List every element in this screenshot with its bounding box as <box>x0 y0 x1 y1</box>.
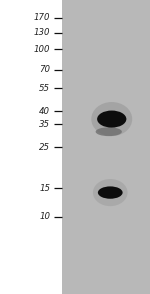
Text: 25: 25 <box>39 143 50 151</box>
Text: 10: 10 <box>39 213 50 221</box>
Text: 170: 170 <box>34 13 50 22</box>
Text: 100: 100 <box>34 45 50 54</box>
Text: 40: 40 <box>39 107 50 116</box>
Text: 35: 35 <box>39 120 50 128</box>
Text: 55: 55 <box>39 84 50 93</box>
Ellipse shape <box>98 186 123 199</box>
Text: 15: 15 <box>39 184 50 193</box>
Bar <box>0 0 62 294</box>
Text: 130: 130 <box>34 29 50 37</box>
Ellipse shape <box>91 102 132 136</box>
Text: 70: 70 <box>39 66 50 74</box>
Ellipse shape <box>93 179 128 206</box>
Ellipse shape <box>97 111 126 128</box>
Ellipse shape <box>96 127 122 136</box>
Bar <box>62 0 150 294</box>
